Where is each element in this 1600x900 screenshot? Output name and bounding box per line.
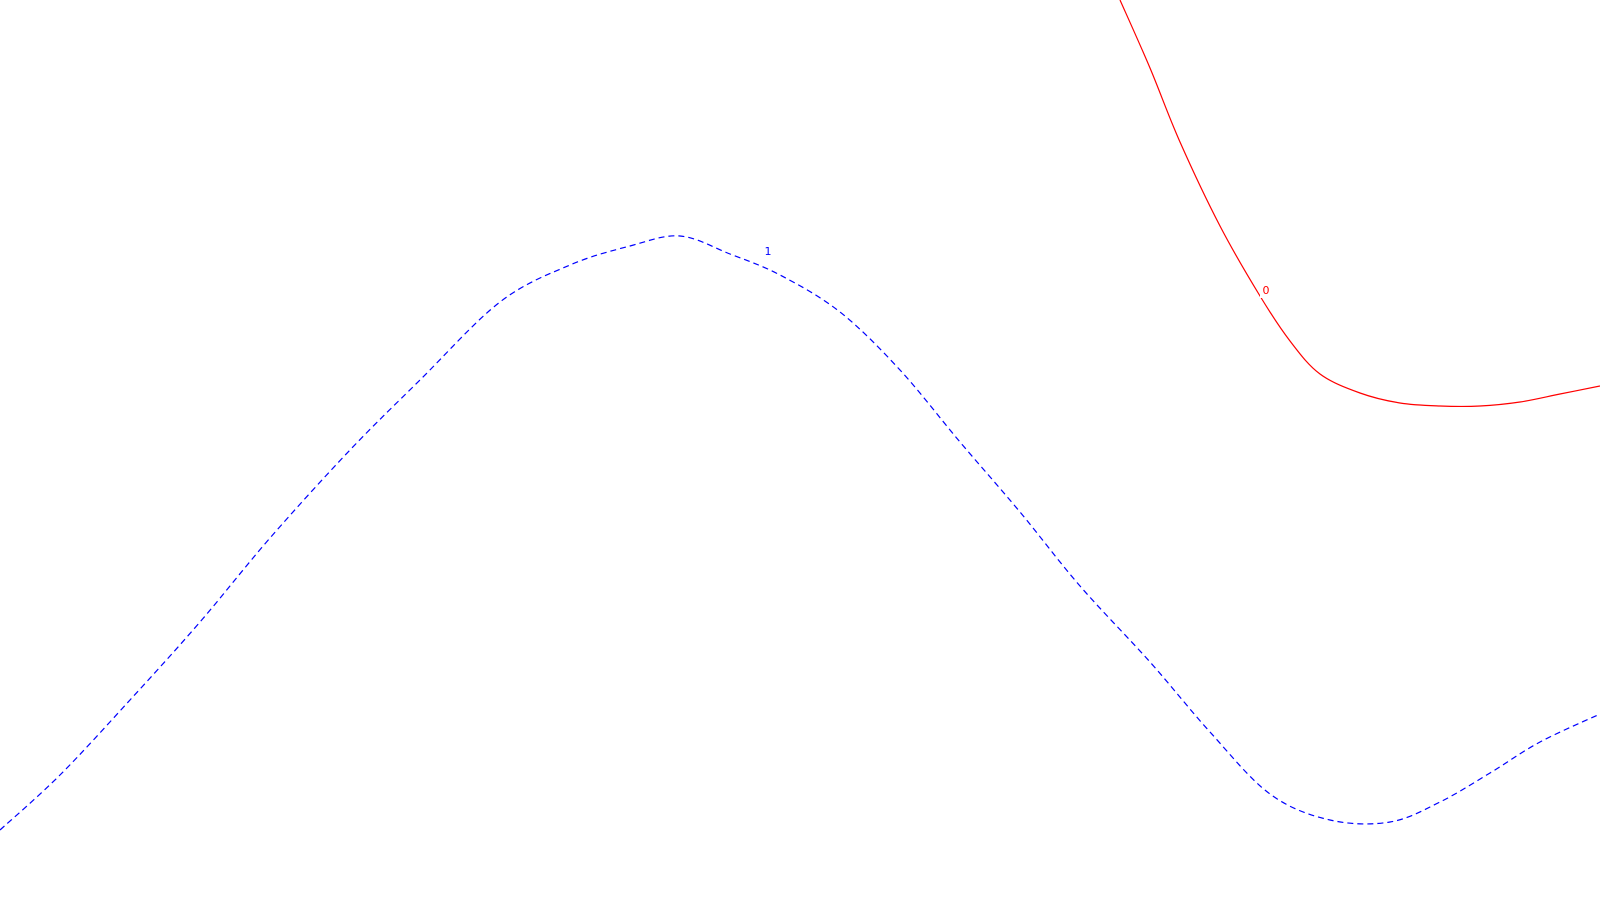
contour-label-1: 1 — [765, 245, 772, 258]
contour-label-0: 0 — [1263, 284, 1270, 297]
contour-label-background-0 — [762, 245, 774, 259]
contour-labels: 10 — [762, 245, 1272, 298]
contour-lines — [0, 0, 1600, 831]
contour-line-0 — [1119, 0, 1600, 408]
contour-label-background-1 — [1260, 284, 1272, 298]
contour-line-1 — [0, 235, 1600, 831]
